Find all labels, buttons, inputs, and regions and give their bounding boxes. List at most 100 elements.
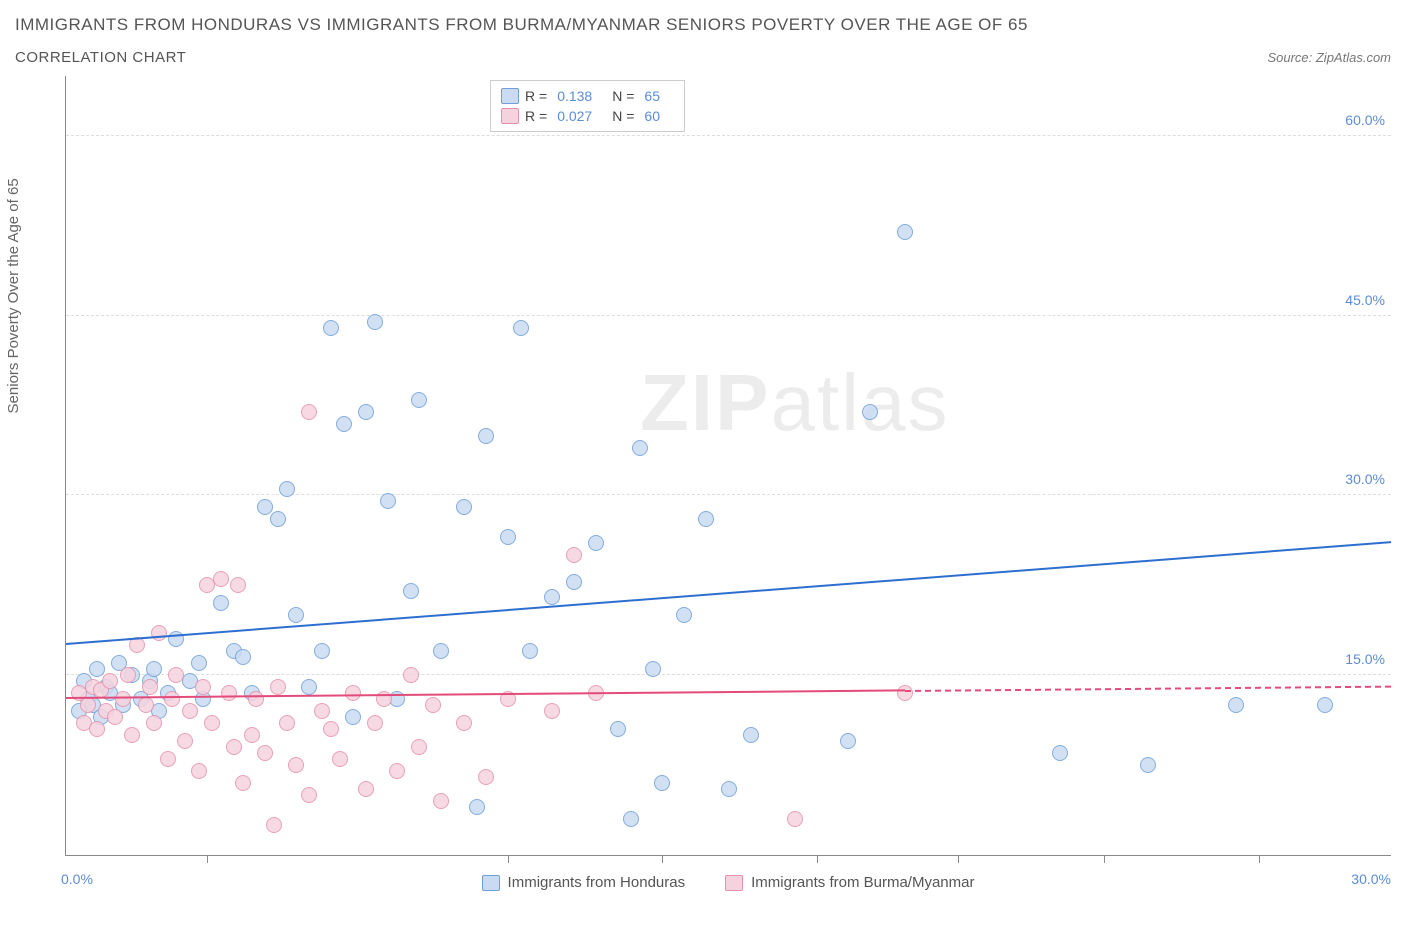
data-point	[403, 583, 419, 599]
y-tick-label: 60.0%	[1345, 112, 1385, 128]
data-point	[336, 416, 352, 432]
legend-series-label: Immigrants from Honduras	[508, 874, 686, 891]
data-point	[411, 392, 427, 408]
legend-n-value: 65	[644, 88, 660, 104]
data-point	[80, 697, 96, 713]
data-point	[897, 224, 913, 240]
y-axis-label: Seniors Poverty Over the Age of 65	[5, 178, 22, 413]
data-point	[345, 685, 361, 701]
chart-title-line2: CORRELATION CHART	[15, 49, 186, 66]
data-point	[102, 673, 118, 689]
data-point	[124, 727, 140, 743]
data-point	[142, 679, 158, 695]
data-point	[787, 811, 803, 827]
data-point	[623, 811, 639, 827]
data-point	[244, 727, 260, 743]
chart-container: Seniors Poverty Over the Age of 65 ZIPat…	[15, 76, 1391, 891]
data-point	[288, 757, 304, 773]
x-tick	[1104, 855, 1105, 863]
y-tick-label: 45.0%	[1345, 292, 1385, 308]
gridline	[66, 494, 1391, 495]
data-point	[456, 499, 472, 515]
gridline	[66, 315, 1391, 316]
title-row: CORRELATION CHART Source: ZipAtlas.com	[15, 49, 1391, 66]
data-point	[433, 793, 449, 809]
data-point	[235, 649, 251, 665]
data-point	[146, 661, 162, 677]
x-tick	[817, 855, 818, 863]
legend-n-label: N =	[612, 108, 634, 124]
legend-r-value: 0.138	[557, 88, 592, 104]
data-point	[654, 775, 670, 791]
data-point	[698, 511, 714, 527]
legend-swatch	[501, 108, 519, 124]
trend-line	[66, 541, 1391, 645]
data-point	[164, 691, 180, 707]
data-point	[195, 679, 211, 695]
legend-r-value: 0.027	[557, 108, 592, 124]
data-point	[288, 607, 304, 623]
legend-row: R =0.027N =60	[501, 106, 674, 126]
data-point	[645, 661, 661, 677]
legend-series-label: Immigrants from Burma/Myanmar	[751, 874, 974, 891]
data-point	[544, 703, 560, 719]
y-tick-label: 30.0%	[1345, 471, 1385, 487]
data-point	[235, 775, 251, 791]
data-point	[522, 643, 538, 659]
x-tick	[508, 855, 509, 863]
data-point	[89, 721, 105, 737]
data-point	[182, 703, 198, 719]
data-point	[425, 697, 441, 713]
data-point	[204, 715, 220, 731]
data-point	[89, 661, 105, 677]
legend-row: R =0.138N =65	[501, 86, 674, 106]
data-point	[301, 404, 317, 420]
legend-series: Immigrants from Honduras Immigrants from …	[65, 874, 1391, 891]
data-point	[168, 667, 184, 683]
x-tick	[1259, 855, 1260, 863]
data-point	[721, 781, 737, 797]
data-point	[513, 320, 529, 336]
data-point	[1052, 745, 1068, 761]
data-point	[230, 577, 246, 593]
data-point	[566, 574, 582, 590]
data-point	[544, 589, 560, 605]
data-point	[345, 709, 361, 725]
legend-swatch	[501, 88, 519, 104]
data-point	[314, 643, 330, 659]
data-point	[403, 667, 419, 683]
data-point	[257, 499, 273, 515]
gridline	[66, 674, 1391, 675]
data-point	[367, 715, 383, 731]
data-point	[743, 727, 759, 743]
y-tick-label: 15.0%	[1345, 651, 1385, 667]
data-point	[213, 571, 229, 587]
data-point	[478, 428, 494, 444]
data-point	[257, 745, 273, 761]
data-point	[314, 703, 330, 719]
data-point	[138, 697, 154, 713]
data-point	[389, 763, 405, 779]
data-point	[107, 709, 123, 725]
legend-r-label: R =	[525, 88, 547, 104]
data-point	[266, 817, 282, 833]
data-point	[500, 529, 516, 545]
data-point	[897, 685, 913, 701]
data-point	[151, 625, 167, 641]
data-point	[566, 547, 582, 563]
data-point	[279, 481, 295, 497]
data-point	[270, 679, 286, 695]
data-point	[478, 769, 494, 785]
data-point	[411, 739, 427, 755]
data-point	[332, 751, 348, 767]
data-point	[323, 320, 339, 336]
x-tick	[207, 855, 208, 863]
x-axis-max-label: 30.0%	[1351, 871, 1391, 887]
x-axis-min-label: 0.0%	[61, 871, 93, 887]
data-point	[226, 739, 242, 755]
data-point	[380, 493, 396, 509]
trend-line	[66, 690, 905, 700]
data-point	[191, 655, 207, 671]
legend-r-label: R =	[525, 108, 547, 124]
x-tick	[662, 855, 663, 863]
